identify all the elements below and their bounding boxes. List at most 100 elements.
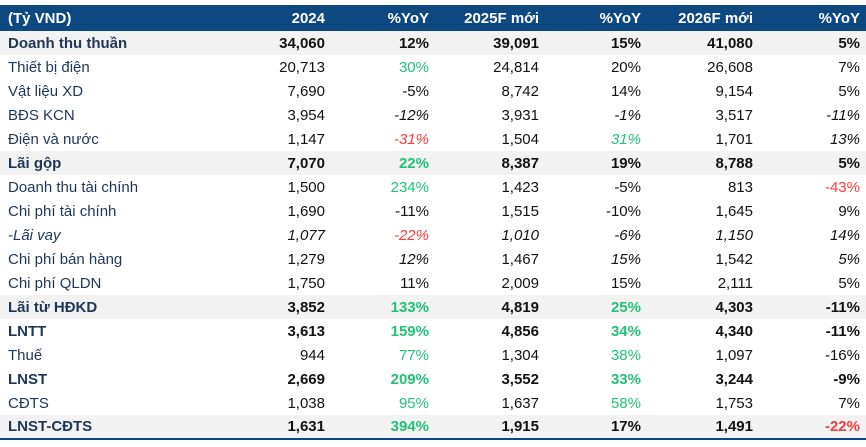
- table-row: BĐS KCN 3,954 -12% 3,931 -1% 3,517 -11%: [0, 103, 866, 127]
- value-cell: 1,515: [501, 202, 539, 220]
- yoy-cell: -22%: [759, 415, 866, 440]
- table-row: Lãi gộp 7,070 22% 8,387 19% 8,788 5%: [0, 151, 866, 175]
- row-label: Chi phí QLDN: [8, 274, 102, 292]
- value-cell: 1,423: [501, 178, 539, 196]
- yoy-cell: 5%: [838, 274, 860, 292]
- value-cell: 8,742: [501, 82, 539, 100]
- row-label: LNTT: [8, 322, 47, 340]
- value-cell: 2,111: [717, 274, 753, 292]
- value-cell: 1,690: [287, 202, 325, 220]
- yoy-cell: -9%: [833, 370, 860, 388]
- yoy-cell: 30%: [398, 58, 429, 76]
- yoy-cell: 394%: [331, 415, 435, 440]
- yoy-cell: 11%: [400, 274, 429, 292]
- row-label: Doanh thu tài chính: [8, 178, 139, 196]
- value-cell: 3,931: [501, 106, 539, 124]
- value-cell: 1,491: [647, 415, 759, 440]
- yoy-cell: 15%: [610, 274, 641, 292]
- table-row: Doanh thu tài chính 1,500 234% 1,423 -5% 813 -…: [0, 175, 866, 199]
- value-cell: 1,701: [715, 130, 753, 148]
- value-cell: 4,340: [715, 322, 753, 340]
- yoy-cell: -11%: [826, 106, 860, 124]
- yoy-cell: 17%: [545, 415, 647, 440]
- value-cell: 2,669: [287, 370, 325, 388]
- column-header-unit: (Tỷ VND): [0, 5, 236, 31]
- yoy-cell: 58%: [610, 394, 641, 412]
- yoy-cell: 5%: [838, 250, 860, 268]
- table-row: Chi phí tài chính 1,690 -11% 1,515 -10% 1,645…: [0, 199, 866, 223]
- value-cell: 26,608: [707, 58, 753, 76]
- yoy-cell: -11%: [825, 298, 860, 316]
- yoy-cell: 133%: [390, 298, 429, 316]
- row-label: BĐS KCN: [8, 106, 75, 124]
- column-header-2025f: 2025F mới: [435, 5, 545, 31]
- yoy-cell: 14%: [829, 226, 860, 244]
- yoy-cell: -11%: [825, 322, 860, 340]
- yoy-cell: 15%: [610, 250, 641, 268]
- value-cell: 4,856: [501, 322, 539, 340]
- yoy-cell: 20%: [610, 58, 641, 76]
- row-label: Thuế: [8, 346, 43, 364]
- table-row: Chi phí QLDN 1,750 11% 2,009 15% 2,111 5%: [0, 271, 866, 295]
- table-row: Chi phí bán hàng 1,279 12% 1,467 15% 1,542 5%: [0, 247, 866, 271]
- value-cell: 3,852: [287, 298, 325, 316]
- row-label: Thiết bị điện: [8, 58, 90, 76]
- value-cell: 1,753: [715, 394, 753, 412]
- yoy-cell: -10%: [605, 202, 641, 220]
- value-cell: 9,154: [715, 82, 753, 100]
- value-cell: 1,631: [236, 415, 331, 440]
- yoy-cell: 234%: [390, 178, 429, 196]
- yoy-cell: -6%: [614, 226, 641, 244]
- yoy-cell: 14%: [610, 82, 641, 100]
- yoy-cell: -43%: [824, 178, 860, 196]
- value-cell: 1,467: [501, 250, 539, 268]
- value-cell: 1,147: [287, 130, 325, 148]
- value-cell: 1,097: [715, 346, 753, 364]
- value-cell: 2,009: [501, 274, 539, 292]
- yoy-cell: -1%: [614, 106, 641, 124]
- table-row: Doanh thu thuần 34,060 12% 39,091 15% 41,080 5…: [0, 31, 866, 55]
- table-row: Điện và nước 1,147 -31% 1,504 31% 1,701 13%: [0, 127, 866, 151]
- yoy-cell: 77%: [398, 346, 429, 364]
- yoy-cell: 7%: [838, 394, 860, 412]
- value-cell: 1,500: [287, 178, 325, 196]
- yoy-cell: 31%: [610, 130, 641, 148]
- value-cell: 20,713: [279, 58, 325, 76]
- row-label: CĐTS: [8, 394, 49, 412]
- table-row: Lãi từ HĐKD 3,852 133% 4,819 25% 4,303 -11%: [0, 295, 866, 319]
- value-cell: 39,091: [493, 34, 539, 52]
- yoy-cell: 12%: [398, 250, 429, 268]
- column-header-2026f: 2026F mới: [647, 5, 759, 31]
- value-cell: 1,504: [501, 130, 539, 148]
- yoy-cell: -22%: [393, 226, 429, 244]
- value-cell: 1,279: [287, 250, 325, 268]
- header-row: (Tỷ VND) 2024 %YoY 2025F mới %YoY 2026F …: [0, 5, 866, 31]
- value-cell: 4,819: [501, 298, 539, 316]
- value-cell: 1,637: [501, 394, 539, 412]
- value-cell: 8,387: [501, 154, 539, 172]
- yoy-cell: 33%: [610, 370, 641, 388]
- yoy-cell: 209%: [390, 370, 429, 388]
- table-row: CĐTS 1,038 95% 1,637 58% 1,753 7%: [0, 391, 866, 415]
- row-label: Lãi gộp: [8, 154, 62, 172]
- table-row: LNTT 3,613 159% 4,856 34% 4,340 -11%: [0, 319, 866, 343]
- yoy-cell: -31%: [393, 130, 429, 148]
- column-header-2024: 2024: [236, 5, 331, 31]
- table-row: Thuế 944 77% 1,304 38% 1,097 -16%: [0, 343, 866, 367]
- value-cell: 3,613: [287, 322, 325, 340]
- yoy-cell: 34%: [610, 322, 641, 340]
- row-label: Vật liệu XD: [8, 82, 84, 100]
- value-cell: 1,150: [715, 226, 753, 244]
- value-cell: 34,060: [279, 34, 325, 52]
- value-cell: 3,244: [715, 370, 753, 388]
- table-row: Vật liệu XD 7,690 -5% 8,742 14% 9,154 5%: [0, 79, 866, 103]
- yoy-cell: 159%: [390, 322, 429, 340]
- table-row: LNST-CĐTS 1,631 394% 1,915 17% 1,491 -22%: [0, 415, 866, 440]
- yoy-cell: 5%: [838, 82, 860, 100]
- yoy-cell: 19%: [610, 154, 641, 172]
- value-cell: 41,080: [707, 34, 753, 52]
- column-header-yoy-1: %YoY: [331, 5, 435, 31]
- yoy-cell: -12%: [393, 106, 429, 124]
- value-cell: 1,645: [715, 202, 753, 220]
- yoy-cell: 95%: [398, 394, 429, 412]
